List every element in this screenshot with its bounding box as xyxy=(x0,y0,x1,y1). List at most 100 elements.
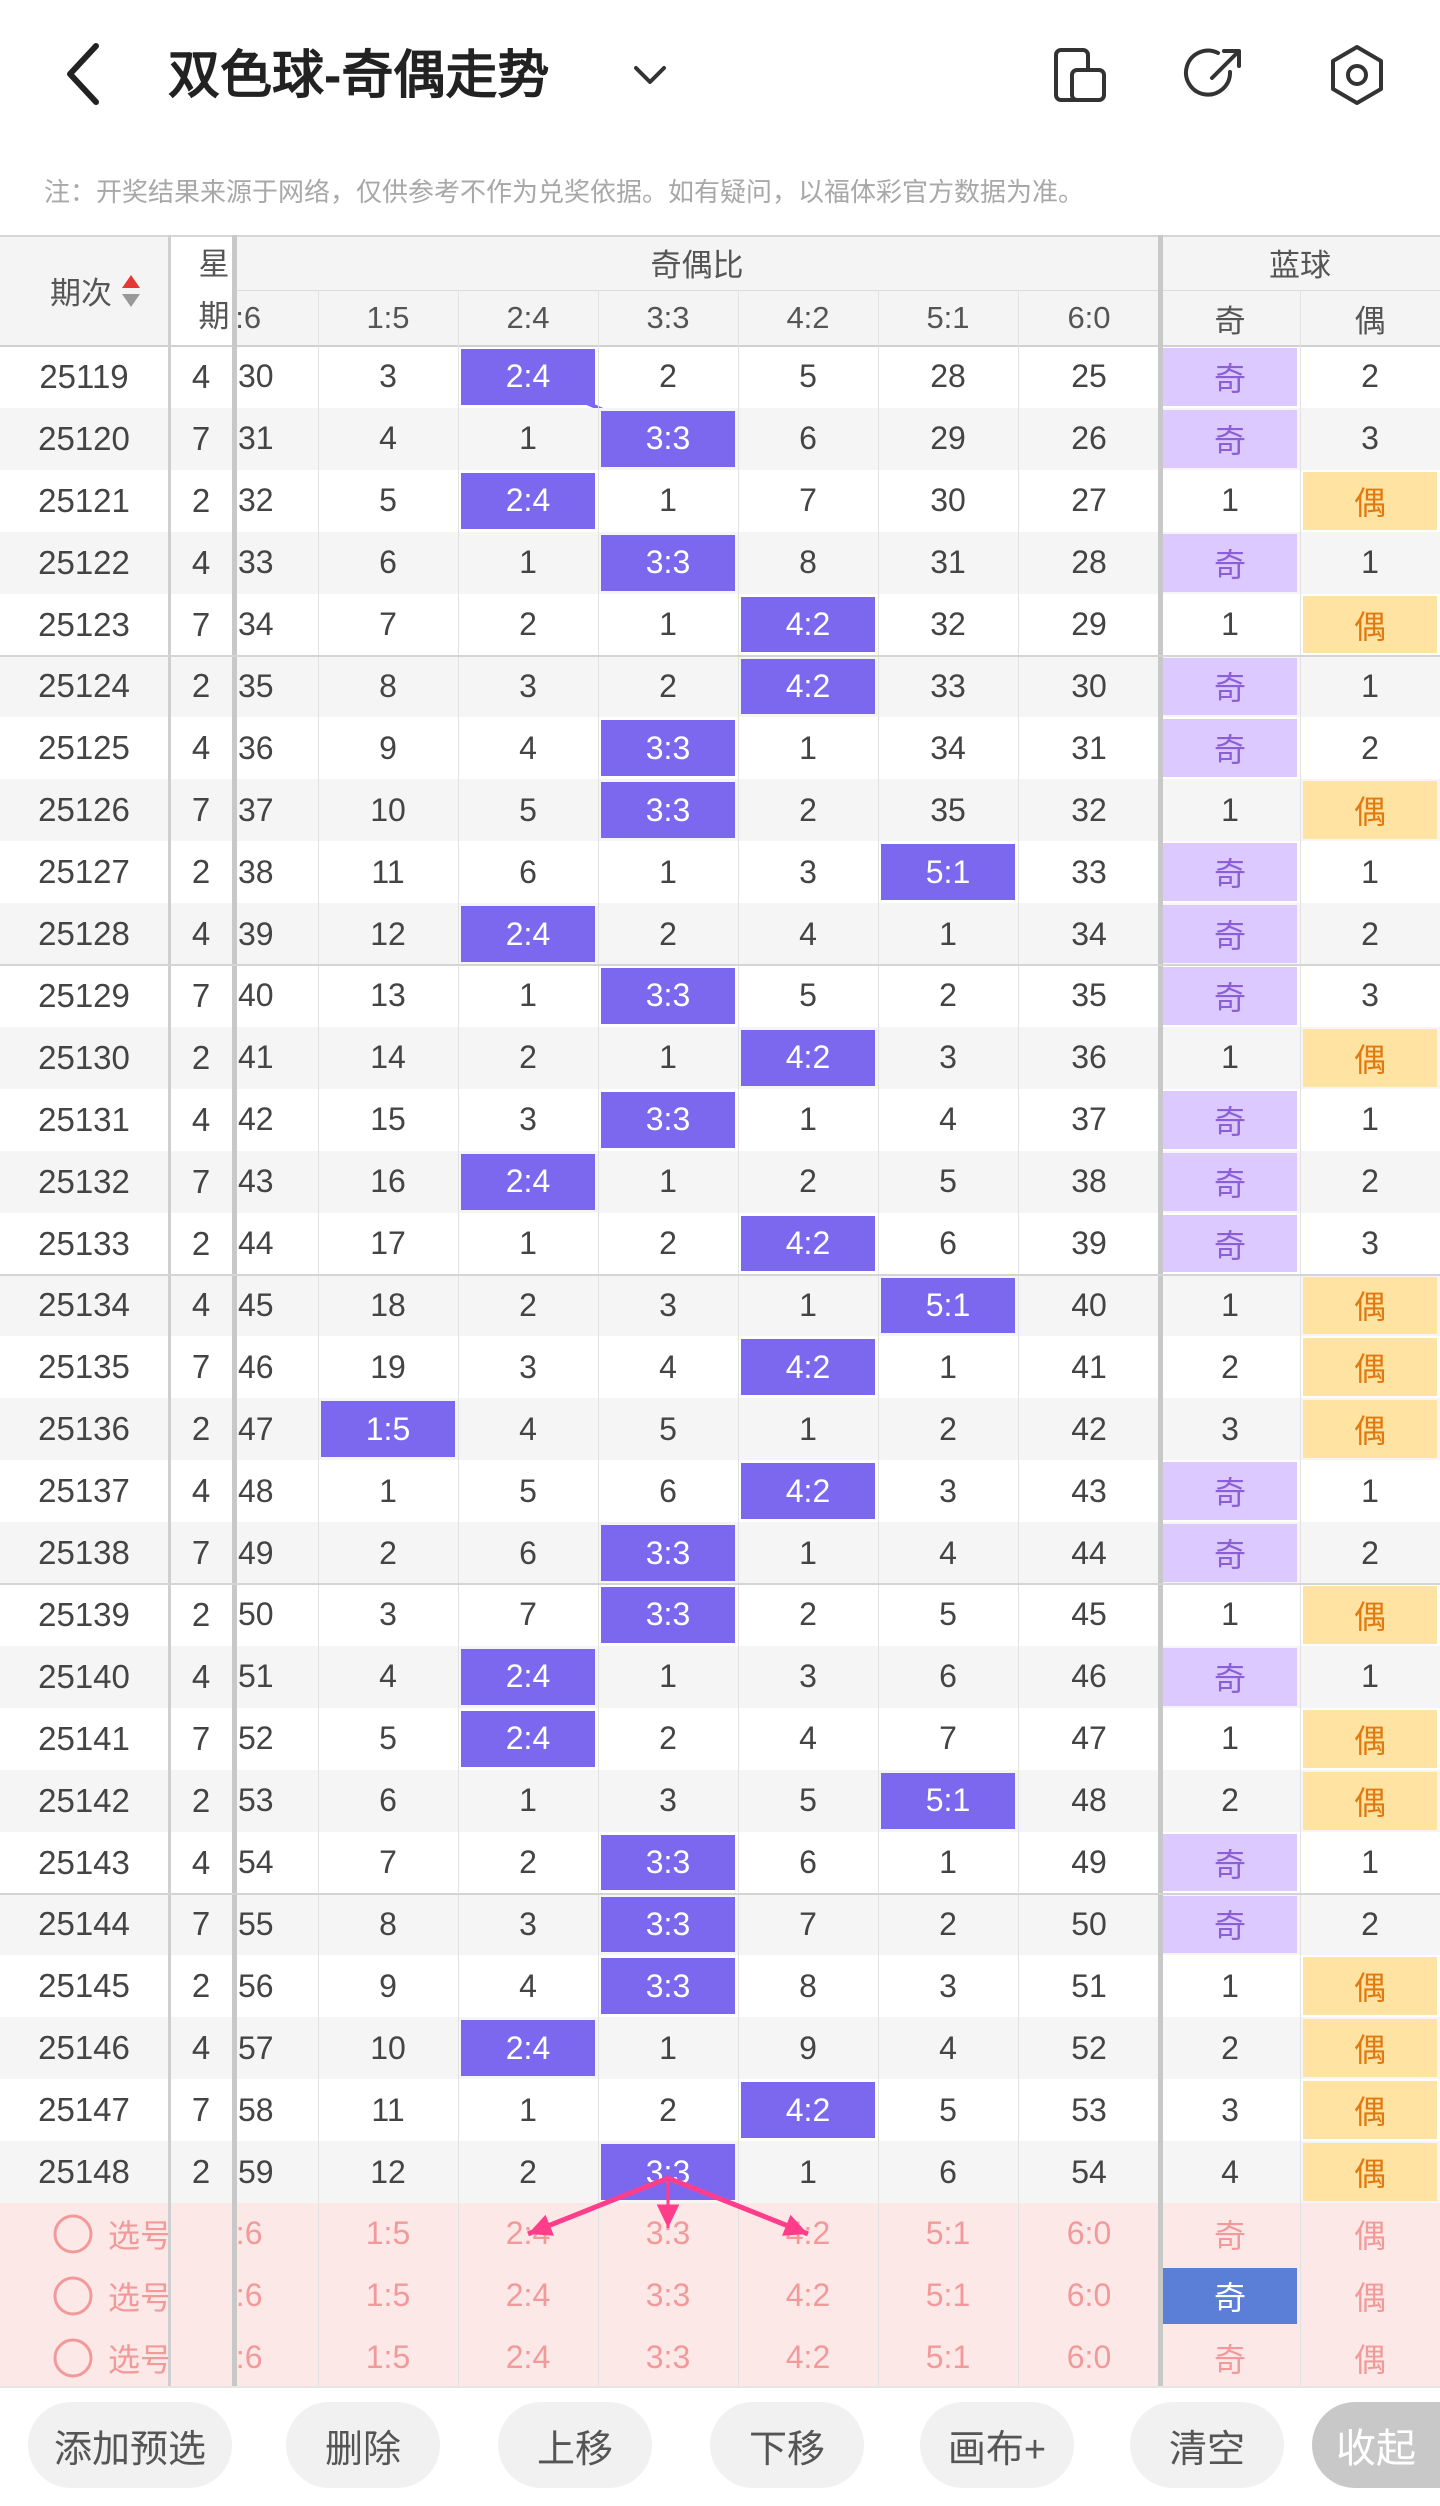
select-ratio-option[interactable]: 3:3 xyxy=(645,2339,691,2376)
select-number-button[interactable]: 选号 xyxy=(0,2327,234,2389)
select-blue-option[interactable]: 奇 xyxy=(1213,2217,1246,2254)
select-number-button[interactable]: 选号 xyxy=(0,2265,234,2327)
select-ratio-option[interactable]: 5:1 xyxy=(925,2215,971,2252)
select-ratio-option[interactable]: 5:1 xyxy=(925,2277,971,2314)
ratio-cell: 2 xyxy=(659,2091,677,2128)
ratio-hit-cell: 2:4 xyxy=(461,2020,595,2077)
ratio-hit-cell: 3:3 xyxy=(601,1834,735,1891)
chevron-down-icon xyxy=(634,66,666,84)
select-ratio-option[interactable]: 6:0 xyxy=(1066,2277,1112,2314)
layout-button[interactable] xyxy=(1048,42,1114,108)
delete-button[interactable]: 删除 xyxy=(286,2402,440,2488)
move-up-button[interactable]: 上移 xyxy=(498,2402,652,2488)
clear-button[interactable]: 清空 xyxy=(1130,2402,1284,2488)
ratio-cell: 1 xyxy=(519,544,537,581)
select-ratio-option[interactable]: 5:1 xyxy=(925,2339,971,2376)
ratio-cell: 25 xyxy=(1071,358,1107,395)
ratio-cell: 36 xyxy=(238,729,274,766)
ratio-cell: 6 xyxy=(519,1534,537,1571)
blue-even-hit-cell: 偶 xyxy=(1303,1957,1437,2016)
ratio-cell: 9 xyxy=(379,1967,397,2004)
select-ratio-option[interactable]: 4:2 xyxy=(785,2339,831,2376)
select-number-button[interactable]: 选号 xyxy=(0,2203,234,2265)
select-ratio-option[interactable]: 4:2 xyxy=(785,2277,831,2314)
move-down-button[interactable]: 下移 xyxy=(710,2402,864,2488)
ratio-cell: 47 xyxy=(1071,1720,1107,1757)
share-icon xyxy=(1184,48,1241,97)
ratio-cell: 1 xyxy=(379,1472,397,1509)
select-ratio-option[interactable]: 2:4 xyxy=(505,2339,551,2376)
week-cell: 7 xyxy=(191,791,211,829)
ratio-cell: 31 xyxy=(930,544,966,581)
back-button[interactable] xyxy=(56,36,116,112)
week-cell: 4 xyxy=(191,357,211,395)
week-cell: 2 xyxy=(191,1224,211,1262)
select-blue-option[interactable]: 偶 xyxy=(1353,2279,1386,2316)
select-ratio-option[interactable]: 3:3 xyxy=(645,2215,691,2252)
select-ratio-option[interactable]: 6:0 xyxy=(1066,2339,1112,2376)
ratio-cell: 3 xyxy=(659,1782,677,1819)
ratio-hit-cell: 2:4 xyxy=(461,1648,595,1705)
ratio-cell: 2 xyxy=(659,358,677,395)
ratio-cell: 10 xyxy=(370,2029,406,2066)
select-ratio-option[interactable]: 1:5 xyxy=(365,2277,411,2314)
issue-cell: 25131 xyxy=(38,1100,130,1138)
settings-button[interactable] xyxy=(1324,42,1390,108)
ratio-hit-cell: 2:4 xyxy=(461,472,595,529)
select-label: 选号 xyxy=(108,2341,173,2378)
select-ratio-option[interactable]: 0:6 xyxy=(234,2277,263,2314)
select-blue-option[interactable]: 奇 xyxy=(1213,2341,1246,2378)
ratio-cell: 5 xyxy=(379,482,397,519)
issue-cell: 25123 xyxy=(38,605,130,643)
select-ratio-option[interactable]: 3:3 xyxy=(645,2277,691,2314)
share-button[interactable] xyxy=(1182,42,1248,108)
select-ratio-option[interactable]: 1:5 xyxy=(365,2215,411,2252)
ratio-cell: 6 xyxy=(659,1472,677,1509)
sort-icon[interactable] xyxy=(120,273,142,309)
radio-circle-icon[interactable] xyxy=(52,2337,94,2379)
ratio-cell: 44 xyxy=(1071,1534,1107,1571)
week-cell: 4 xyxy=(191,543,211,581)
ratio-cell: 1 xyxy=(799,1286,817,1323)
select-ratio-option[interactable]: 0:6 xyxy=(234,2339,263,2376)
ratio-cell: 53 xyxy=(238,1782,274,1819)
select-ratio-option[interactable]: 4:2 xyxy=(785,2215,831,2252)
collapse-button[interactable]: 收起 xyxy=(1312,2402,1440,2488)
select-ratio-option[interactable]: 2:4 xyxy=(505,2215,551,2252)
ratio-cell: 1 xyxy=(799,1534,817,1571)
ratio-cell: 1 xyxy=(659,853,677,890)
ratio-cell: 3 xyxy=(799,853,817,890)
ratio-cell: 5 xyxy=(379,1720,397,1757)
radio-circle-icon[interactable] xyxy=(52,2213,94,2255)
select-ratio-option[interactable]: 1:5 xyxy=(365,2339,411,2376)
add-preselect-button[interactable]: 添加预选 xyxy=(28,2402,232,2488)
blue-odd-hit-cell: 奇 xyxy=(1163,1647,1297,1706)
blue-header-0: 奇 xyxy=(1160,290,1300,346)
title-dropdown-toggle[interactable] xyxy=(628,54,672,98)
radio-circle-icon[interactable] xyxy=(52,2275,94,2317)
canvas-plus-button[interactable]: 画布+ xyxy=(920,2402,1074,2488)
blue-miss-cell: 2 xyxy=(1361,729,1379,766)
ratio-cell: 1 xyxy=(799,1101,817,1138)
issue-cell: 25144 xyxy=(38,1905,130,1943)
ratio-cell: 1 xyxy=(659,1039,677,1076)
issue-cell: 25136 xyxy=(38,1410,130,1448)
ratio-cell: 55 xyxy=(238,1905,274,1942)
blue-odd-hit-cell: 奇 xyxy=(1163,1524,1297,1582)
table-row xyxy=(0,1274,1440,1337)
select-ratio-option[interactable]: 0:6 xyxy=(234,2215,263,2252)
select-blue-option[interactable]: 偶 xyxy=(1353,2217,1386,2254)
issue-cell: 25142 xyxy=(38,1781,130,1819)
select-ratio-option[interactable]: 6:0 xyxy=(1066,2215,1112,2252)
ratio-cell: 57 xyxy=(238,2029,274,2066)
select-blue-option-selected[interactable]: 奇 xyxy=(1163,2267,1297,2324)
page-title: 双色球-奇偶走势 xyxy=(168,47,550,105)
ratio-cell: 49 xyxy=(238,1534,274,1571)
ratio-cell: 19 xyxy=(370,1348,406,1385)
ratio-cell: 4 xyxy=(519,1410,537,1447)
blue-even-hit-cell: 偶 xyxy=(1303,1276,1437,1335)
select-ratio-option[interactable]: 2:4 xyxy=(505,2277,551,2314)
select-blue-option[interactable]: 偶 xyxy=(1353,2341,1386,2378)
ratio-cell: 41 xyxy=(1071,1348,1107,1385)
blue-miss-cell: 2 xyxy=(1361,1905,1379,1942)
